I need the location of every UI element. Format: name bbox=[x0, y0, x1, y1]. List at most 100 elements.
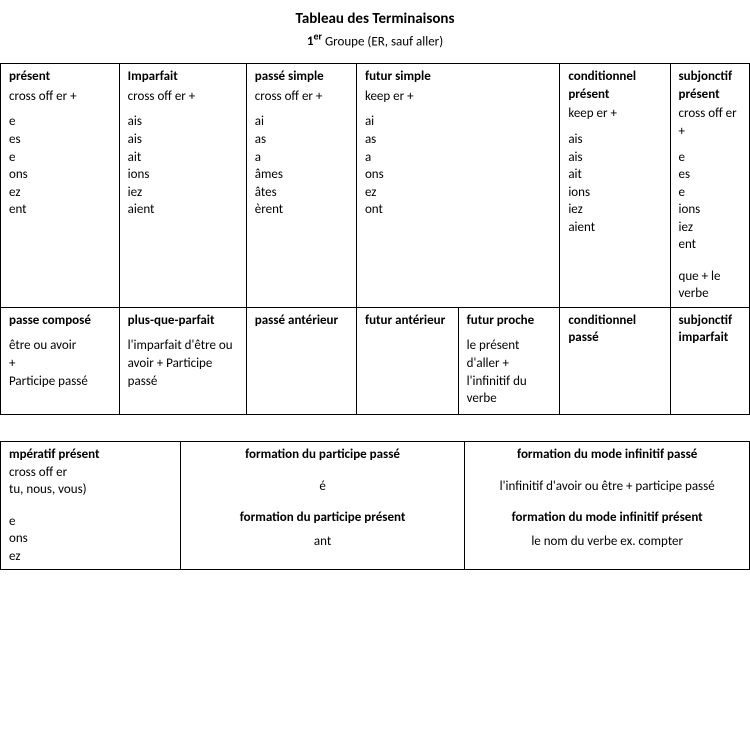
hdr: formation du mode infinitif passé bbox=[473, 446, 741, 464]
endings: ais ais ait ions iez aient bbox=[568, 131, 661, 236]
cell-cond-present: conditionnel présent keep er + ais ais a… bbox=[560, 64, 670, 308]
ending: ons bbox=[9, 530, 172, 548]
hdr: conditionnel passé bbox=[568, 312, 661, 347]
ending: ions bbox=[568, 184, 661, 202]
body: le présent d'aller + l'infinitif du verb… bbox=[467, 337, 552, 407]
body: être ou avoir+Participe passé bbox=[9, 337, 111, 390]
hdr-imparfait: Imparfait bbox=[128, 68, 238, 86]
ending: ait bbox=[128, 149, 238, 167]
cell-passe-simple: passé simple cross off er + ai as a âmes… bbox=[246, 64, 356, 308]
ending: ez bbox=[9, 548, 172, 566]
endings-present: e es e ons ez ent bbox=[9, 113, 111, 218]
cell-passe-compose: passe composé être ou avoir+Participe pa… bbox=[1, 307, 120, 414]
ending: ons bbox=[9, 166, 111, 184]
ending: as bbox=[365, 131, 551, 149]
hdr: futur proche bbox=[467, 312, 552, 330]
ending: ais bbox=[568, 131, 661, 149]
subtitle-rest: Groupe (ER, sauf aller) bbox=[322, 34, 443, 49]
ending: a bbox=[255, 149, 348, 167]
ending: ions bbox=[679, 201, 742, 219]
cell-cond-passe: conditionnel passé bbox=[560, 307, 670, 414]
note: keep er + bbox=[365, 88, 551, 106]
ending: âtes bbox=[255, 184, 348, 202]
ending: e bbox=[9, 513, 172, 531]
hdr: formation du participe présent bbox=[189, 509, 457, 527]
hdr: mpératif présent bbox=[9, 446, 172, 464]
ending: ait bbox=[568, 166, 661, 184]
cell-imparfait: Imparfait cross off er + ais ais ait ion… bbox=[119, 64, 246, 308]
cell-passe-anterieur: passé antérieur bbox=[246, 307, 356, 414]
ending: ais bbox=[128, 113, 238, 131]
hdr: futur antérieur bbox=[365, 312, 450, 330]
note: cross off er bbox=[9, 464, 172, 482]
page-title: Tableau des Terminaisons bbox=[0, 10, 750, 28]
hdr: passé simple bbox=[255, 68, 348, 86]
hdr: formation du participe passé bbox=[189, 446, 457, 464]
ending: e bbox=[9, 113, 111, 131]
ending: ai bbox=[255, 113, 348, 131]
subtitle-sup: er bbox=[313, 30, 322, 43]
cell-futur-simple: futur simple keep er + ai as a ons ez on… bbox=[356, 64, 559, 308]
ending: e bbox=[679, 184, 742, 202]
ending: e bbox=[9, 149, 111, 167]
ending: a bbox=[365, 149, 551, 167]
val: é bbox=[189, 478, 457, 496]
ending: iez bbox=[128, 184, 238, 202]
cell-futur-anterieur: futur antérieur bbox=[356, 307, 458, 414]
val: l'infinitif d'avoir ou être + participe … bbox=[473, 478, 741, 496]
note: cross off er + bbox=[255, 88, 348, 106]
cell-imperatif: mpératif présent cross off er tu, nous, … bbox=[1, 442, 181, 570]
hdr: conditionnel présent bbox=[568, 68, 661, 103]
ending: aient bbox=[568, 219, 661, 237]
note: tu, nous, vous) bbox=[9, 481, 172, 499]
val: ant bbox=[189, 533, 457, 551]
hdr: plus-que-parfait bbox=[128, 312, 238, 330]
ending: ez bbox=[365, 184, 551, 202]
cell-futur-proche: futur proche le présent d'aller + l'infi… bbox=[458, 307, 560, 414]
formation-table: mpératif présent cross off er tu, nous, … bbox=[0, 441, 750, 570]
cell-participes: formation du participe passé é formation… bbox=[180, 442, 465, 570]
body: l'imparfait d'être ou avoir + Participe … bbox=[128, 337, 238, 390]
hdr: passé antérieur bbox=[255, 312, 348, 330]
hdr-present: présent bbox=[9, 68, 111, 86]
hdr: subjonctif imparfait bbox=[679, 312, 742, 347]
hdr: passe composé bbox=[9, 312, 111, 330]
hdr: formation du mode infinitif présent bbox=[473, 509, 741, 527]
hdr: subjonctif présent bbox=[679, 68, 742, 103]
ending: èrent bbox=[255, 201, 348, 219]
cell-present: présent cross off er + e es e ons ez ent bbox=[1, 64, 120, 308]
endings: ai as a âmes âtes èrent bbox=[255, 113, 348, 218]
note: cross off er + bbox=[128, 88, 238, 106]
ending: ons bbox=[365, 166, 551, 184]
cell-plus-que-parfait: plus-que-parfait l'imparfait d'être ou a… bbox=[119, 307, 246, 414]
ending: aient bbox=[128, 201, 238, 219]
val: le nom du verbe ex. compter bbox=[473, 533, 741, 551]
ending: âmes bbox=[255, 166, 348, 184]
page-subtitle: 1er Groupe (ER, sauf aller) bbox=[0, 30, 750, 49]
cell-subj-imparfait: subjonctif imparfait bbox=[670, 307, 750, 414]
ending: ais bbox=[128, 131, 238, 149]
endings: ais ais ait ions iez aient bbox=[128, 113, 238, 218]
cell-subj-present: subjonctif présent cross off er + e es e… bbox=[670, 64, 750, 308]
endings: ai as a ons ez ont bbox=[365, 113, 551, 218]
hdr: futur simple bbox=[365, 68, 551, 86]
ending: ais bbox=[568, 149, 661, 167]
ending: as bbox=[255, 131, 348, 149]
ending: ions bbox=[128, 166, 238, 184]
ending: e bbox=[679, 149, 742, 167]
ending: ent bbox=[9, 201, 111, 219]
conjugation-table: présent cross off er + e es e ons ez ent… bbox=[0, 63, 750, 415]
note: cross off er + bbox=[679, 105, 742, 140]
ending: es bbox=[9, 131, 111, 149]
tail: que + le verbe bbox=[679, 268, 742, 303]
note: cross off er + bbox=[9, 88, 111, 106]
cell-infinitifs: formation du mode infinitif passé l'infi… bbox=[465, 442, 750, 570]
ending: iez bbox=[679, 219, 742, 237]
ending: ent bbox=[679, 236, 742, 254]
ending: ez bbox=[9, 184, 111, 202]
note: keep er + bbox=[568, 105, 661, 123]
ending: ai bbox=[365, 113, 551, 131]
ending: iez bbox=[568, 201, 661, 219]
ending: ont bbox=[365, 201, 551, 219]
ending: es bbox=[679, 166, 742, 184]
